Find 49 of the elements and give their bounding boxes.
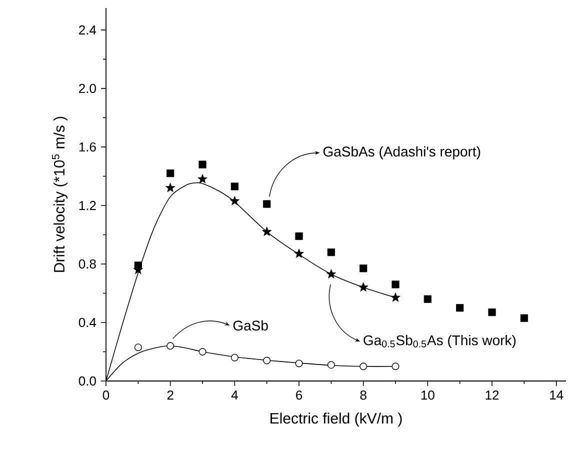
annotation: Ga$_{0.5}$Sb$_{0.5}$As (This work) <box>364 334 516 348</box>
x-tick-label: 6 <box>296 390 302 400</box>
point <box>166 342 174 350</box>
point <box>294 248 304 258</box>
y-tick-label: 2.0 <box>79 84 96 94</box>
x-tick-label: 4 <box>231 390 238 400</box>
x-tick-label: 14 <box>550 390 564 400</box>
point <box>520 314 528 322</box>
point <box>456 304 464 312</box>
point <box>360 264 368 272</box>
point <box>230 196 240 206</box>
point <box>392 362 400 370</box>
point <box>134 344 142 352</box>
point <box>295 232 303 240</box>
x-tick-label: 12 <box>486 390 499 400</box>
y-tick-label: 2.4 <box>79 25 96 34</box>
point <box>166 169 174 178</box>
x-tick-label: 2 <box>167 390 174 400</box>
point <box>358 282 368 292</box>
x-tick-label: 10 <box>421 390 434 400</box>
point <box>424 295 432 303</box>
point <box>230 354 238 362</box>
point <box>263 356 271 364</box>
x-axis-title: Electric field (kV/m ) <box>270 412 402 427</box>
y-tick-label: 1.2 <box>79 200 96 210</box>
point <box>230 182 238 190</box>
x-tick-label: 0 <box>102 390 110 400</box>
annotation: GaSb <box>233 320 268 331</box>
point <box>327 361 335 369</box>
y-tick-label: 0.4 <box>78 318 96 328</box>
y-axis-title: Drift velocity (*10$^{5}$ m/s ) <box>52 116 68 272</box>
point <box>165 182 176 192</box>
point <box>327 248 335 256</box>
point <box>392 280 400 288</box>
point <box>390 292 400 302</box>
y-tick-label: 0.8 <box>78 259 96 269</box>
y-tick-label: 1.6 <box>79 142 96 152</box>
point <box>360 362 368 370</box>
point <box>295 360 303 368</box>
point <box>198 348 206 356</box>
y-tick-label: 0.0 <box>78 376 96 386</box>
annotation: GaSbAs (Adashi's report) <box>323 146 480 160</box>
point <box>262 226 272 236</box>
point <box>488 308 496 316</box>
point <box>198 160 206 168</box>
point <box>263 200 271 208</box>
x-tick-label: 8 <box>360 390 366 400</box>
point <box>198 174 208 184</box>
point <box>326 269 336 278</box>
